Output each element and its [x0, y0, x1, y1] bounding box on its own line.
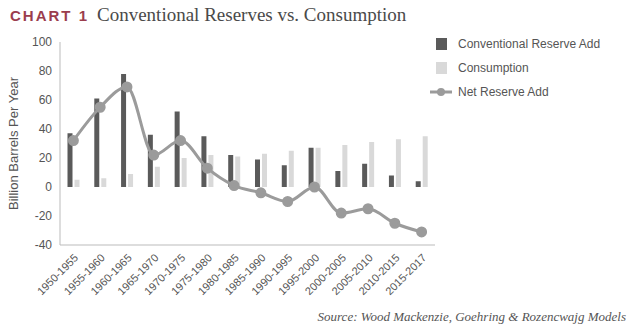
svg-text:1975-1980: 1975-1980 — [168, 251, 215, 298]
html-text:Source: Wood Mackenzie, Goehri: Source: Wood Mackenzie, Goehring & Rozen… — [317, 309, 626, 324]
html-text:Conventional Reserves vs. Cons: Conventional Reserves vs. Consumption — [97, 4, 407, 25]
html-text:Conventional Reserve Add: Conventional Reserve Add — [458, 37, 601, 51]
svg-text:1950-1955: 1950-1955 — [34, 251, 81, 298]
svg-text:-20: -20 — [35, 209, 53, 223]
svg-text:1955-1960: 1955-1960 — [61, 251, 108, 298]
svg-text:2005-2010: 2005-2010 — [329, 251, 375, 298]
html-text:Consumption: Consumption — [458, 61, 529, 75]
svg-text:1980-1985: 1980-1985 — [195, 251, 241, 298]
svg-text:0: 0 — [45, 180, 52, 194]
html-text:CHART 1: CHART 1 — [10, 7, 89, 24]
svg-text:Billion Barrels Per Year: Billion Barrels Per Year — [8, 76, 21, 210]
svg-text:60: 60 — [39, 93, 53, 107]
svg-text:2010-2015: 2010-2015 — [356, 251, 402, 298]
html-text:Net Reserve Add: Net Reserve Add — [458, 85, 549, 99]
svg-text:1970-1975: 1970-1975 — [141, 251, 188, 298]
svg-text:1960-1965: 1960-1965 — [88, 251, 134, 298]
svg-text:1995-2000: 1995-2000 — [275, 251, 322, 298]
svg-text:1965-1970: 1965-1970 — [115, 251, 161, 298]
svg-text:80: 80 — [39, 64, 53, 78]
svg-text:2000-2005: 2000-2005 — [302, 251, 349, 298]
svg-text:2015-2017: 2015-2017 — [383, 251, 429, 297]
svg-text:40: 40 — [39, 122, 53, 136]
svg-text:100: 100 — [32, 35, 52, 49]
svg-text:20: 20 — [39, 151, 53, 165]
svg-text:1990-1995: 1990-1995 — [248, 251, 295, 298]
svg-text:1985-1990: 1985-1990 — [222, 251, 268, 298]
svg-text:-40: -40 — [35, 238, 53, 252]
